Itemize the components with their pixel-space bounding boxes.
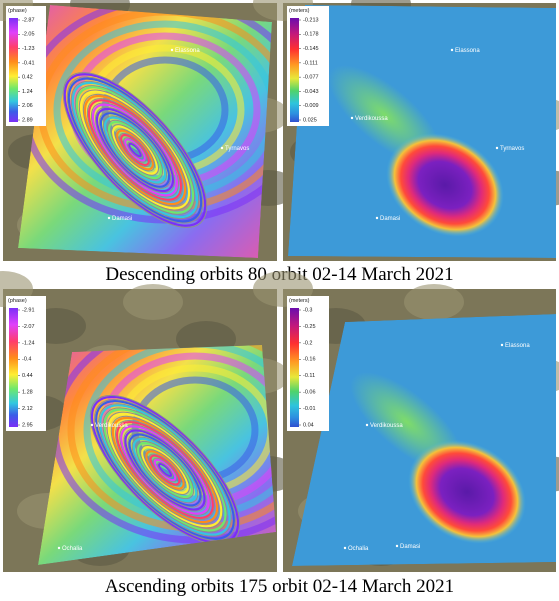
colorbar	[290, 308, 299, 427]
figure: Elassona Tyrnavos Damasi (phase) -2.87 -2.05 -…	[0, 0, 559, 601]
place-dot	[501, 344, 503, 346]
terrain-patch	[404, 284, 464, 320]
place-dot	[396, 545, 398, 547]
colorbar-tick-label: 2.12	[22, 406, 33, 412]
place-dot	[58, 547, 60, 549]
colorbar-tick-label: -1.23	[22, 46, 35, 52]
colorbar-tick-label: -0.25	[303, 324, 316, 330]
colorbar-tick-label: -0.3	[303, 307, 312, 313]
colorbar-tick-label: -2.91	[22, 307, 35, 313]
place-name: Verdikoussa	[95, 423, 128, 429]
place-dot	[108, 217, 110, 219]
colorbar-tick-label: 2.95	[22, 422, 33, 428]
place-dot	[366, 424, 368, 426]
colorbar-tick-label: 2.89	[22, 117, 33, 123]
place-name: Damasi	[112, 216, 132, 222]
place-name: Tyrnavos	[500, 146, 524, 152]
place-name: Damasi	[400, 544, 420, 550]
place-dot	[376, 217, 378, 219]
place-dot	[351, 117, 353, 119]
colorbar-tick-label: -2.05	[22, 32, 35, 38]
colorbar-tick-label: 0.42	[22, 75, 33, 81]
place-name: Verdikoussa	[355, 116, 388, 122]
colorbar-tick-label: -2.87	[22, 17, 35, 23]
colorbar-tick-label: -0.11	[303, 373, 315, 379]
colorbar-tick-label: -0.111	[303, 60, 318, 66]
colorbar-title: (meters)	[289, 298, 310, 304]
place-dot	[344, 547, 346, 549]
colorbar-tick-label: -0.178	[303, 32, 319, 38]
colorbar	[9, 308, 18, 427]
place-name: Damasi	[380, 216, 400, 222]
colorbar-tick-label: -0.077	[303, 75, 319, 81]
place-dot	[451, 49, 453, 51]
place-dot	[496, 147, 498, 149]
place-name: Tyrnavos	[225, 146, 249, 152]
place-dot	[221, 147, 223, 149]
colorbar-tick-label: 0.44	[22, 373, 33, 379]
colorbar-tick-label: -0.4	[22, 357, 31, 363]
colorbar-tick-label: -0.01	[303, 406, 316, 412]
place-name: Elassona	[175, 48, 200, 54]
colorbar-tick-label: 1.28	[22, 390, 33, 396]
colorbar-tick-label: -0.213	[303, 17, 319, 23]
colorbar-tick-label: -0.009	[303, 103, 319, 109]
colorbar-tick-label: -2.07	[22, 324, 35, 330]
place-dot	[91, 424, 93, 426]
colorbar-tick-label: 0.04	[303, 422, 314, 428]
colorbar-tick-label: -0.2	[303, 340, 312, 346]
colorbar-tick-label: -0.043	[303, 89, 319, 95]
colorbar-tick-label: -0.145	[303, 46, 319, 52]
insar-panel: Elassona Tyrnavos Damasi (phase) -2.87 -2.05 -…	[0, 0, 305, 261]
colorbar-title: (phase)	[8, 298, 27, 304]
caption: Ascending orbits 175 orbit 02-14 March 2…	[105, 576, 454, 597]
colorbar-title: (meters)	[289, 8, 310, 14]
colorbar-tick-label: -0.41	[22, 60, 35, 66]
colorbar	[290, 18, 299, 122]
place-dot	[171, 49, 173, 51]
colorbar-title: (phase)	[8, 8, 27, 14]
place-name: Verdikoussa	[370, 423, 403, 429]
colorbar-tick-label: 2.06	[22, 103, 33, 109]
colorbar-tick-label: -0.06	[303, 390, 316, 396]
terrain-patch	[123, 284, 183, 320]
colorbar-tick-label: 0.025	[303, 117, 317, 123]
place-name: Elassona	[455, 48, 480, 54]
colorbar-tick-label: -1.24	[22, 340, 35, 346]
colorbar-tick-label: -0.16	[303, 357, 316, 363]
place-name: Ochalia	[348, 546, 369, 552]
insar-panel: Elassona Verdikoussa Tyrnavos Damasi (meters…	[253, 0, 559, 261]
colorbar	[9, 18, 18, 122]
place-name: Elassona	[505, 343, 530, 349]
insar-panel: Elassona Verdikoussa Ochalia Damasi (meters)…	[253, 271, 559, 572]
colorbar-tick-label: 1.24	[22, 89, 33, 95]
place-name: Ochalia	[62, 546, 83, 552]
